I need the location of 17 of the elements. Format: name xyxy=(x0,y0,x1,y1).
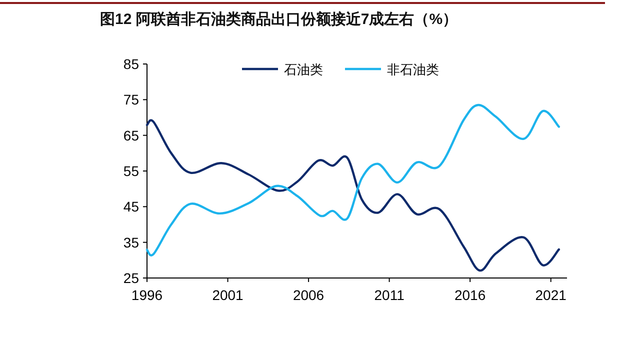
y-tick-label: 25 xyxy=(123,270,140,286)
chart-title: 图12 阿联酋非石油类商品出口份额接近7成左右（%） xyxy=(100,10,458,28)
line-series xyxy=(146,104,560,256)
x-tick-label: 2016 xyxy=(454,287,486,303)
y-tick-label: 85 xyxy=(123,56,140,72)
y-tick-label: 45 xyxy=(123,198,140,215)
x-tick-label: 2006 xyxy=(292,287,324,303)
y-tick-label: 35 xyxy=(123,234,140,250)
y-tick-label: 75 xyxy=(123,92,140,108)
x-tick-label: 2021 xyxy=(535,287,567,303)
x-tick-label: 1996 xyxy=(131,287,163,303)
y-tick-label: 65 xyxy=(123,127,140,144)
legend-label: 非石油类 xyxy=(387,62,439,77)
y-tick-label: 55 xyxy=(123,163,140,179)
legend-label: 石油类 xyxy=(284,62,323,77)
x-tick-label: 2011 xyxy=(374,287,405,303)
x-tick-label: 2001 xyxy=(212,287,244,303)
